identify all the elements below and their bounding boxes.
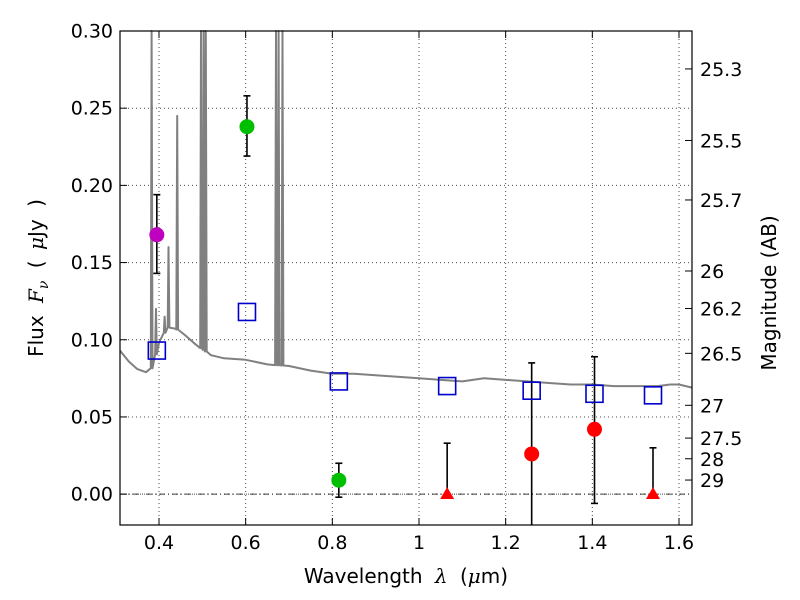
model-square-marker <box>329 372 349 391</box>
magnitude-axis-title: Magnitude (AB) <box>757 215 781 370</box>
model-square-marker <box>437 376 457 396</box>
upper-limit-triangle <box>440 487 455 500</box>
x-tick-label: 1 <box>413 532 425 554</box>
y-tick-label: 0.00 <box>71 484 113 506</box>
upper-limit-triangle <box>646 487 660 500</box>
x-tick-label: 1.6 <box>664 532 694 554</box>
y-tick-label: 0.15 <box>71 252 113 274</box>
spectrum-line <box>119 30 693 389</box>
magnitude-tick-label: 29 <box>700 470 724 492</box>
x-axis-title: Wavelength λ (μm) <box>304 564 508 588</box>
observed-photometry-markers <box>149 119 660 500</box>
model-photometry-markers <box>147 302 663 405</box>
observed-point-circle <box>524 446 540 462</box>
observed-point-circle <box>149 227 165 243</box>
observed-point-circle <box>239 119 255 135</box>
y-axis-ticks: 0.00 0.05 0.10 0.15 0.20 0.25 0.30 <box>71 21 127 506</box>
model-square-marker <box>237 302 257 322</box>
model-spectrum <box>119 30 693 389</box>
magnitude-tick-label: 26.5 <box>700 343 742 365</box>
observed-point-circle <box>331 472 347 488</box>
error-bars <box>153 95 657 525</box>
y-tick-label: 0.05 <box>71 406 113 428</box>
y-tick-label: 0.25 <box>71 98 113 120</box>
magnitude-tick-label: 26 <box>700 261 724 283</box>
y-tick-label: 0.20 <box>71 175 113 197</box>
x-tick-label: 0.6 <box>231 532 261 554</box>
magnitude-tick-label: 27.5 <box>700 428 742 450</box>
magnitude-tick-label: 25.7 <box>700 190 742 212</box>
magnitude-tick-label: 26.2 <box>700 299 742 321</box>
model-square-marker <box>585 384 604 404</box>
magnitude-tick-label: 27 <box>700 395 724 417</box>
observed-point-circle <box>587 421 602 437</box>
y-tick-label: 0.30 <box>71 21 113 43</box>
plot-frame <box>119 30 693 526</box>
x-tick-label: 1.4 <box>577 532 607 554</box>
y-tick-label: 0.10 <box>71 329 113 351</box>
magnitude-tick-label: 25.5 <box>700 130 742 152</box>
model-square-marker <box>522 381 541 400</box>
x-tick-label: 0.4 <box>144 532 174 554</box>
x-axis-ticks: 0.4 0.6 0.8 1 1.2 1.4 1.6 <box>144 31 694 554</box>
x-tick-label: 0.8 <box>317 532 347 554</box>
model-square-marker <box>643 386 663 405</box>
magnitude-tick-label: 25.3 <box>700 59 742 81</box>
y-axis-title: Flux Fν ( μJy ) <box>24 199 53 357</box>
x-tick-label: 1.2 <box>491 532 521 554</box>
magnitude-tick-label: 28 <box>700 449 724 471</box>
model-square-marker <box>147 341 167 360</box>
